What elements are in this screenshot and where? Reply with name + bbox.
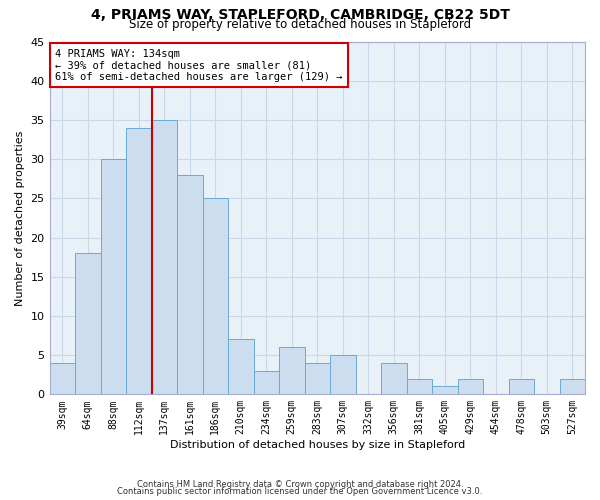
Bar [203,198,228,394]
Bar [228,340,254,394]
Bar [50,363,75,394]
Bar [560,378,585,394]
Bar [330,355,356,395]
Text: 4 PRIAMS WAY: 134sqm
← 39% of detached houses are smaller (81)
61% of semi-detac: 4 PRIAMS WAY: 134sqm ← 39% of detached h… [55,48,343,82]
Text: Contains HM Land Registry data © Crown copyright and database right 2024.: Contains HM Land Registry data © Crown c… [137,480,463,489]
X-axis label: Distribution of detached houses by size in Stapleford: Distribution of detached houses by size … [170,440,465,450]
Bar [407,378,432,394]
Bar [177,175,203,394]
Bar [432,386,458,394]
Bar [458,378,483,394]
Y-axis label: Number of detached properties: Number of detached properties [15,130,25,306]
Bar [101,159,126,394]
Bar [305,363,330,394]
Bar [126,128,152,394]
Text: 4, PRIAMS WAY, STAPLEFORD, CAMBRIDGE, CB22 5DT: 4, PRIAMS WAY, STAPLEFORD, CAMBRIDGE, CB… [91,8,509,22]
Text: Contains public sector information licensed under the Open Government Licence v3: Contains public sector information licen… [118,487,482,496]
Text: Size of property relative to detached houses in Stapleford: Size of property relative to detached ho… [129,18,471,31]
Bar [152,120,177,394]
Bar [509,378,534,394]
Bar [279,348,305,395]
Bar [75,253,101,394]
Bar [381,363,407,394]
Bar [254,371,279,394]
